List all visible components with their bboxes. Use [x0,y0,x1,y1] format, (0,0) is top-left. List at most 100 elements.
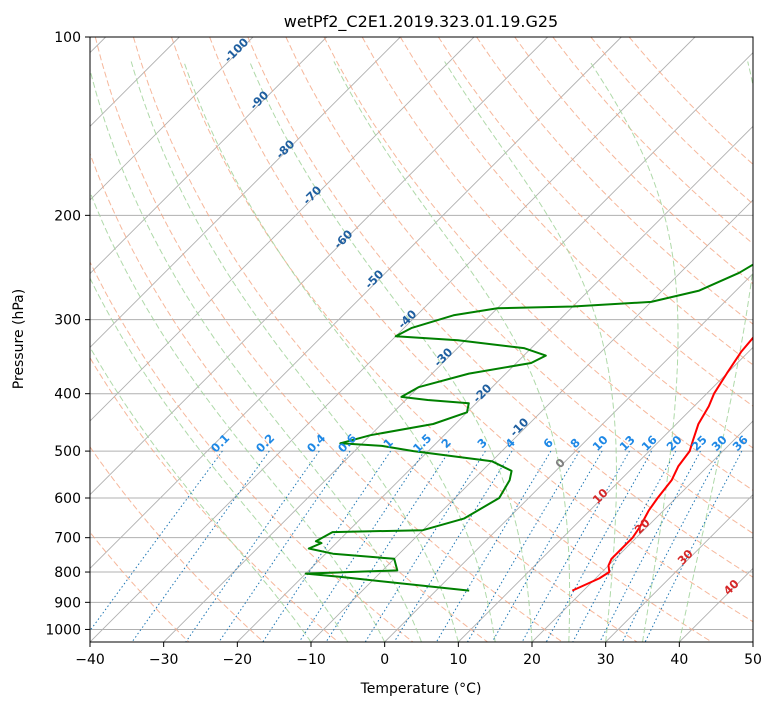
isotherm-line [531,420,753,642]
isotherm-line [163,52,753,642]
x-tick-label: 20 [523,652,541,668]
mixing-ratio-line [90,450,223,632]
y-tick-label: 500 [54,444,81,460]
dry-adiabat-line [90,356,339,642]
y-tick-label: 200 [54,208,81,224]
plot-frame [89,36,754,643]
y-tick-label: 100 [54,30,81,46]
dry-adiabat-line [399,37,753,407]
dry-adiabat-label: -90 [247,88,272,113]
mixing-ratio-label: 8 [567,435,583,451]
dewpoint-line [304,263,753,592]
dry-adiabat-line [361,37,753,449]
mixing-ratio-label: 0.6 [335,431,359,455]
isotherm-line [90,37,254,201]
moist-adiabat-label: 40 [721,577,742,598]
y-tick-label: 1000 [45,622,81,638]
mixing-ratio-line [298,450,425,642]
mixing-ratio-label: 0.2 [253,431,277,455]
mixing-ratio-line [572,450,677,642]
dry-adiabat-line [90,446,265,642]
moist-adiabat-label: 0 [552,455,568,471]
mixing-ratio-line [466,450,580,642]
dry-adiabat-line [247,37,753,578]
moist-adiabat-line [90,277,349,642]
dry-adiabat-line [476,37,753,325]
dry-adiabat-label: -80 [273,137,298,162]
dry-adiabat-line [90,152,489,642]
y-tick-label: 600 [54,491,81,507]
dry-adiabat-line [514,37,753,285]
dry-adiabat-label: -50 [362,267,387,292]
x-tick-label: 50 [744,652,762,668]
annotation-labels: -100-90-80-70-60-50-40-30-20-100.1 0.2 0.4… [208,35,751,598]
mixing-ratio-label: 2 [438,435,454,451]
y-tick-label: 900 [54,595,81,611]
moist-adiabat-label: 10 [590,486,611,507]
dry-adiabat-label: -100 [221,35,251,65]
mixing-ratio-line [131,450,270,642]
mixing-ratio-line [393,450,513,642]
isotherm-line [310,199,753,642]
series-layer [304,263,753,592]
x-tick-label: 0 [380,652,389,668]
isotherm-line [458,346,753,642]
mixing-ratio-label: 3 [474,435,490,451]
dry-adiabat-line [437,37,753,366]
mixing-ratio-line [325,450,450,642]
mixing-ratio-line [521,450,630,642]
mixing-ratio-line [262,450,392,642]
isotherm-line [237,125,753,642]
dry-adiabat-line [171,37,713,642]
mixing-ratio-label: 36 [730,433,751,454]
x-axis: −40 −30 −20 −10 0 10 20 30 40 50 [75,642,762,668]
y-axis: 100 200 300 400 500 600 700 800 900 1000 [45,30,90,638]
mixing-ratio-line [644,450,743,642]
moist-adiabat-line [90,190,386,642]
mixing-ratio-label: 30 [709,433,730,454]
isotherm-line [384,273,753,642]
dry-adiabat-label: -60 [331,227,356,252]
isotherm-line [90,37,327,275]
mixing-ratio-label: 0.4 [304,431,328,455]
x-tick-label: 30 [597,652,615,668]
y-tick-label: 300 [54,313,81,329]
moist-adiabat-line [589,61,679,642]
x-tick-label: −20 [223,652,253,668]
moist-adiabat-line [90,67,422,642]
y-tick-label: 400 [54,387,81,403]
x-axis-label: Temperature (°C) [360,681,482,697]
mixing-ratio-label: 13 [617,433,638,454]
chart-title: wetPf2_C2E1.2019.323.01.19.G25 [284,12,558,32]
isotherm-line [605,494,753,642]
x-tick-label: −10 [296,652,326,668]
mixing-ratio-label: 20 [664,433,685,454]
mixing-ratio-label: 16 [639,433,660,454]
mixing-ratio-label: 6 [540,435,556,451]
x-tick-label: −40 [75,652,105,668]
isotherm-line [90,37,475,422]
moist-adiabat-line [333,61,571,642]
dry-adiabat-line [209,37,753,623]
x-tick-label: −30 [149,652,179,668]
dry-adiabat-label: -70 [300,183,325,208]
isotherm-line [90,37,548,496]
y-tick-label: 800 [54,565,81,581]
moist-adiabat-line [249,61,533,642]
mixing-ratio-label: 10 [590,433,611,454]
isotherm-line [679,567,753,642]
dry-adiabat-line [90,531,190,642]
moist-adiabat-label: 30 [675,547,696,568]
dry-adiabat-label: -20 [470,381,495,406]
moist-adiabat-line [678,61,753,642]
y-tick-label: 700 [54,531,81,547]
moist-adiabat-line [183,61,496,642]
moist-adiabat-line [90,346,312,642]
mixing-ratio-label: 25 [689,433,710,454]
dry-adiabat-line [132,37,638,642]
y-axis-label: Pressure (hPa) [11,289,27,389]
isotherm-line [90,37,696,642]
mixing-ratio-line [621,450,722,642]
dry-adiabat-line [94,37,564,642]
